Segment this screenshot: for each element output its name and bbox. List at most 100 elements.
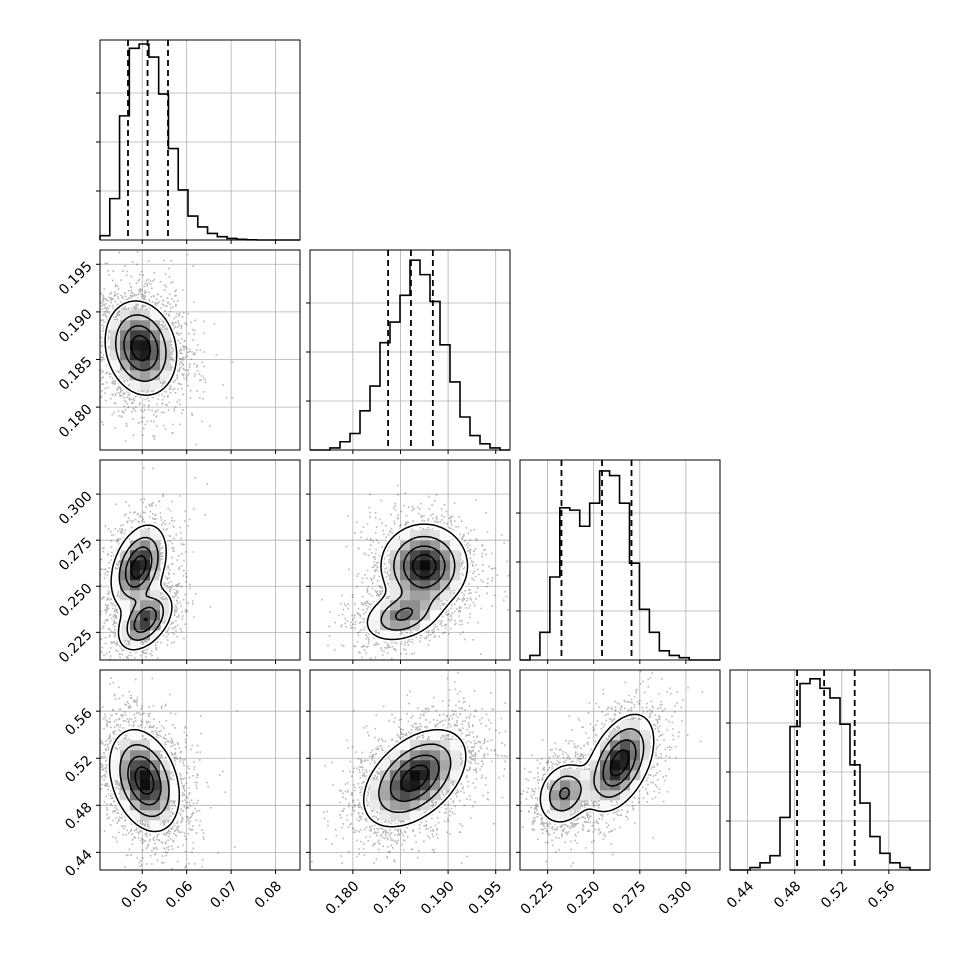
panel-2-3-density-cell — [630, 720, 641, 731]
panel-1-3-density-cell — [410, 790, 421, 801]
panel-2-3-density-cell — [560, 800, 571, 811]
histogram-panel-1 — [306, 249, 511, 454]
panel-0-1-contour-0 — [104, 300, 178, 396]
panel-0-1-density-cell — [120, 370, 131, 381]
panel-0-3-density-cell — [110, 750, 121, 761]
panel-0-1-density-cell — [130, 320, 141, 331]
histogram-3-step-line — [730, 677, 930, 871]
panel-0-2-density-cell — [150, 560, 161, 571]
x-tick-label-1-2: 0.190 — [418, 878, 458, 918]
panel-1-2-density-cell — [440, 580, 451, 591]
panel-2-3-density-cell — [620, 730, 631, 741]
panel-1-2-density-cell — [420, 620, 431, 631]
panel-0-3-contour-1 — [119, 744, 170, 818]
panel-0-3-density-cell — [160, 810, 171, 821]
panel-1-3-density-cell — [410, 800, 421, 811]
panel-0-3-density-cell — [160, 770, 171, 781]
panel-0-1-density-cell — [120, 360, 131, 371]
panel-0-3-density-cell — [140, 750, 151, 761]
panel-0-2-density-cell — [130, 530, 141, 541]
panel-1-3-density-cell — [380, 770, 391, 781]
panel-1-2-contour-0 — [366, 523, 469, 641]
panel-0-1-density-cell — [130, 370, 141, 381]
panel-0-1-density-cell — [120, 310, 131, 321]
x-tick-label-0-1: 0.06 — [163, 878, 196, 911]
panel-0-3-density-cell — [140, 780, 151, 791]
panel-0-1-density-cell — [120, 320, 131, 331]
scatter-panel-0-1 — [96, 249, 301, 454]
panel-0-2-density-cell — [120, 600, 131, 611]
histogram-0-frame — [99, 39, 301, 241]
panel-1-2-density-cell — [450, 580, 461, 591]
histogram-2-step-line — [520, 470, 720, 661]
panel-0-1-density-cell — [160, 350, 171, 361]
panel-0-3-density-cell — [170, 780, 181, 791]
panel-0-2-density-cell — [130, 630, 141, 641]
panel-2-3-density-cell — [640, 730, 651, 741]
panel-0-2-density-cell — [130, 560, 141, 571]
y-tick-label-3-1: 0.48 — [62, 800, 95, 833]
panel-1-3-density-cell — [420, 790, 431, 801]
panel-1-2-density-cell — [430, 570, 441, 581]
panel-0-2-density-cell — [140, 540, 151, 551]
histogram-1-step-line — [310, 259, 510, 451]
panel-0-3-density-cell — [160, 800, 171, 811]
panel-1-3-density-cell — [390, 810, 401, 821]
panel-0-2-density-cell — [120, 560, 131, 571]
histogram-panel-2 — [516, 459, 721, 664]
panel-2-3-density-cell — [600, 770, 611, 781]
panel-1-3-density-cell — [440, 770, 451, 781]
panel-2-3-density-cell — [620, 770, 631, 781]
panel-2-3-contour-0 — [539, 713, 655, 823]
panel-2-3-density-cell — [630, 780, 641, 791]
panel-1-2-density-cell — [410, 540, 421, 551]
panel-0-1-density-cell — [130, 340, 141, 351]
panel-0-3-density-cell — [160, 780, 171, 791]
panel-1-3-density-cell — [370, 790, 381, 801]
panel-1-2-density-cell — [400, 620, 411, 631]
panel-1-2-density-cell — [400, 550, 411, 561]
scatter-panel-0-3 — [96, 669, 301, 874]
panel-2-3-density-cell — [570, 780, 581, 791]
panel-0-3-density-cell — [150, 770, 161, 781]
panel-0-2-contour-3 — [130, 554, 148, 622]
panel-0-2-density-cell — [130, 570, 141, 581]
panel-1-3-density-cell — [430, 760, 441, 771]
panel-0-1-frame — [99, 249, 301, 451]
x-tick-label-1-3: 0.195 — [466, 878, 506, 918]
panel-1-2-density-cell — [420, 600, 431, 611]
panel-2-3-density-cell — [610, 760, 621, 771]
panel-1-3-density-cell — [390, 760, 401, 771]
panel-0-1-density-cell — [160, 370, 171, 381]
panel-1-3-density-cell — [410, 810, 421, 821]
panel-0-1-density-cell — [110, 330, 121, 341]
panel-0-2-density-cell — [140, 620, 151, 631]
panel-1-2-density-cell — [410, 610, 421, 621]
panel-0-1-contour-1 — [114, 314, 167, 382]
panel-0-2-density-cell — [150, 550, 161, 561]
panel-0-2-density-cell — [140, 630, 151, 641]
panel-0-1-density-cell — [150, 310, 161, 321]
panel-1-3-density-cell — [410, 780, 421, 791]
panel-1-3-density-cell — [450, 760, 461, 771]
panel-0-1-contour-2 — [123, 325, 159, 372]
panel-1-3-density-cell — [410, 740, 421, 751]
panel-1-3-density-cell — [400, 790, 411, 801]
panel-1-2-density-cell — [370, 610, 381, 621]
panel-0-2-density-cell — [130, 550, 141, 561]
scatter-panel-1-3 — [306, 669, 511, 874]
panel-0-1-density-cell — [130, 360, 141, 371]
panel-1-2-density-cell — [420, 580, 431, 591]
y-tick-label-2-1: 0.250 — [56, 581, 96, 621]
panel-1-3-density-cell — [450, 770, 461, 781]
x-tick-label-3-0: 0.44 — [724, 878, 757, 911]
panel-1-2-density-cell — [440, 590, 451, 601]
panel-0-2-density-cell — [150, 620, 161, 631]
panel-0-3-density-cell — [140, 740, 151, 751]
panel-1-2-density-cell — [380, 630, 391, 641]
panel-0-2-density-cell — [140, 550, 151, 561]
x-tick-label-2-1: 0.250 — [564, 878, 604, 918]
panel-0-3-density-cell — [130, 800, 141, 811]
panel-0-3-density-cell — [150, 760, 161, 771]
panel-1-3-density-cell — [420, 780, 431, 791]
